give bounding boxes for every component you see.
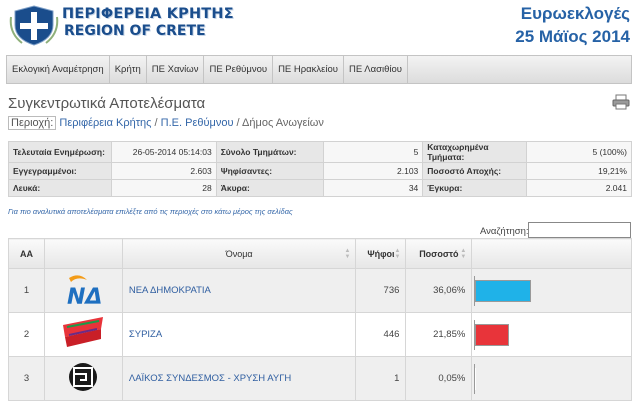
summary-key: Καταχωρημένα Τμήματα: [422, 141, 528, 163]
printer-icon[interactable] [612, 94, 630, 110]
page-title: Συγκεντρωτικά Αποτελέσματα [8, 95, 206, 112]
summary-value: 19,21% [526, 162, 632, 180]
results-table: ΑΑ▲ Όνομα▲▼ Ψήφοι▲▼ Ποσοστό▲▼ 1 ΝΔ ΝΕΑ Δ… [8, 238, 632, 401]
breadcrumb-link-pe[interactable]: Π.Ε. Ρεθύμνου [160, 117, 234, 129]
sort-arrows-icon: ▲ ▼ [344, 248, 351, 260]
search-label: Αναζήτηση: [480, 226, 529, 237]
row-votes: 736 [355, 268, 407, 313]
column-header-label: ΑΑ [19, 248, 33, 259]
party-logo-cell [43, 356, 123, 401]
page-header: ΠΕΡΙΦΕΡΕΙΑ ΚΡΗΤΗΣ REGION OF CRETE Ευρωεκ… [0, 0, 640, 54]
column-header-aa[interactable]: ΑΑ▲ [8, 238, 53, 269]
bar-cell [471, 268, 632, 313]
logo-line2: REGION OF CRETE [64, 23, 206, 39]
summary-value: 2.603 [110, 162, 217, 180]
column-header-label: Ποσοστό [419, 248, 459, 259]
row-percent: 21,85% [405, 312, 473, 357]
party-logo-cell: ΝΔ [43, 268, 123, 313]
election-heading: Ευρωεκλογές 25 Μάϊος 2014 [515, 4, 630, 50]
nea-dimokratia-logo-icon: ΝΔ [67, 275, 103, 310]
logo-line1: ΠΕΡΙΦΕΡΕΙΑ ΚΡΗΤΗΣ [62, 6, 234, 22]
party-logo-cell [43, 312, 123, 357]
summary-row: Τελευταία Ενημέρωση: 26-05-2014 05:14:03… [8, 141, 632, 163]
column-header-bar [471, 238, 632, 269]
column-header-label: Ψήφοι [367, 248, 395, 259]
breadcrumb: Περιοχή: Περιφέρεια Κρήτης / Π.Ε. Ρεθύμν… [8, 116, 324, 130]
party-name[interactable]: ΛΑΪΚΟΣ ΣΥΝΔΕΣΜΟΣ - ΧΡΥΣΗ ΑΥΓΗ [121, 356, 357, 401]
column-header-name[interactable]: Όνομα ▲ ▼ [121, 238, 357, 269]
breadcrumb-separator: / [236, 117, 240, 129]
greek-coat-of-arms-icon [9, 5, 59, 46]
summary-value: 28 [110, 179, 217, 197]
svg-text:ΝΔ: ΝΔ [67, 285, 102, 308]
row-aa: 3 [8, 356, 45, 401]
row-votes: 446 [355, 312, 407, 357]
election-title: Ευρωεκλογές [520, 4, 630, 23]
nav-item-rethymno[interactable]: ΠΕ Ρεθύμνου [204, 56, 274, 83]
bar-cell [471, 312, 632, 357]
table-row: 2 ΣΥΡΙΖΑ 446 21,85% [8, 312, 632, 357]
result-bar [475, 323, 510, 346]
column-header-label: Όνομα [225, 248, 253, 259]
summary-value: 2.103 [322, 162, 424, 180]
summary-table: Τελευταία Ενημέρωση: 26-05-2014 05:14:03… [8, 141, 632, 197]
row-percent: 0,05% [405, 356, 473, 401]
summary-key: Ποσοστό Αποχής: [422, 162, 528, 180]
main-nav: Εκλογική Αναμέτρηση Κρήτη ΠΕ Χανίων ΠΕ Ρ… [6, 55, 632, 84]
summary-value: 26-05-2014 05:14:03 [110, 141, 217, 163]
summary-key: Άκυρα: [215, 179, 324, 197]
search-input[interactable] [528, 222, 631, 238]
row-votes: 1 [355, 356, 407, 401]
party-name[interactable]: ΣΥΡΙΖΑ [121, 312, 357, 357]
nav-item-heraklion[interactable]: ΠΕ Ηρακλείου [273, 56, 344, 83]
breadcrumb-separator: / [154, 117, 158, 129]
table-row: 1 ΝΔ ΝΕΑ ΔΗΜΟΚΡΑΤΙΑ 736 36,06% [8, 268, 632, 313]
summary-value: 5 (100%) [526, 141, 632, 163]
breadcrumb-link-region[interactable]: Περιφέρεια Κρήτης [59, 117, 152, 129]
sort-arrows-icon: ▲ ▼ [394, 248, 401, 260]
region-logo-text: ΠΕΡΙΦΕΡΕΙΑ ΚΡΗΤΗΣ REGION OF CRETE [62, 6, 234, 40]
party-name[interactable]: ΝΕΑ ΔΗΜΟΚΡΑΤΙΑ [121, 268, 357, 313]
summary-key: Λευκά: [8, 179, 112, 197]
summary-key: Έγκυρα: [422, 179, 528, 197]
summary-key: Σύνολο Τμημάτων: [215, 141, 324, 163]
row-percent: 36,06% [405, 268, 473, 313]
column-header-percent[interactable]: Ποσοστό ▲ ▼ [405, 238, 473, 269]
breadcrumb-label: Περιοχή: [8, 116, 57, 130]
summary-row: Λευκά: 28 Άκυρα: 34 Έγκυρα: 2.041 [8, 179, 632, 197]
xrysi-avgi-logo-icon [69, 363, 98, 391]
summary-row: Εγγεγραμμένοι: 2.603 Ψηφίσαντες: 2.103 Π… [8, 162, 632, 180]
row-aa: 2 [8, 312, 45, 357]
row-aa: 1 [8, 268, 45, 313]
nav-item-chania[interactable]: ΠΕ Χανίων [147, 56, 205, 83]
summary-value: 34 [322, 179, 424, 197]
results-header-row: ΑΑ▲ Όνομα▲▼ Ψήφοι▲▼ Ποσοστό▲▼ [8, 238, 632, 269]
nav-item-crete[interactable]: Κρήτη [110, 56, 147, 83]
column-header-votes[interactable]: Ψήφοι ▲ ▼ [355, 238, 407, 269]
nav-item-election[interactable]: Εκλογική Αναμέτρηση [7, 56, 110, 83]
result-bar [475, 367, 477, 390]
summary-value: 5 [322, 141, 424, 163]
election-date: 25 Μάϊος 2014 [515, 27, 630, 46]
details-note: Για πιο αναλυτικά αποτελέσματα επιλέξτε … [8, 207, 293, 216]
summary-key: Ψηφίσαντες: [215, 162, 324, 180]
summary-value: 2.041 [526, 179, 632, 197]
result-bar [475, 279, 532, 302]
syriza-logo-icon [63, 317, 104, 347]
nav-item-lasithi[interactable]: ΠΕ Λασιθίου [344, 56, 408, 83]
bar-cell [471, 356, 632, 401]
summary-key: Τελευταία Ενημέρωση: [8, 141, 112, 163]
table-row: 3 ΛΑΪΚΟΣ ΣΥΝΔΕΣΜΟΣ - ΧΡΥΣΗ ΑΥΓΗ 1 0,05% [8, 356, 632, 401]
breadcrumb-current: Δήμος Ανωγείων [242, 117, 324, 129]
column-header-logo [43, 238, 123, 269]
summary-key: Εγγεγραμμένοι: [8, 162, 112, 180]
sort-arrows-icon: ▲ ▼ [460, 248, 467, 260]
